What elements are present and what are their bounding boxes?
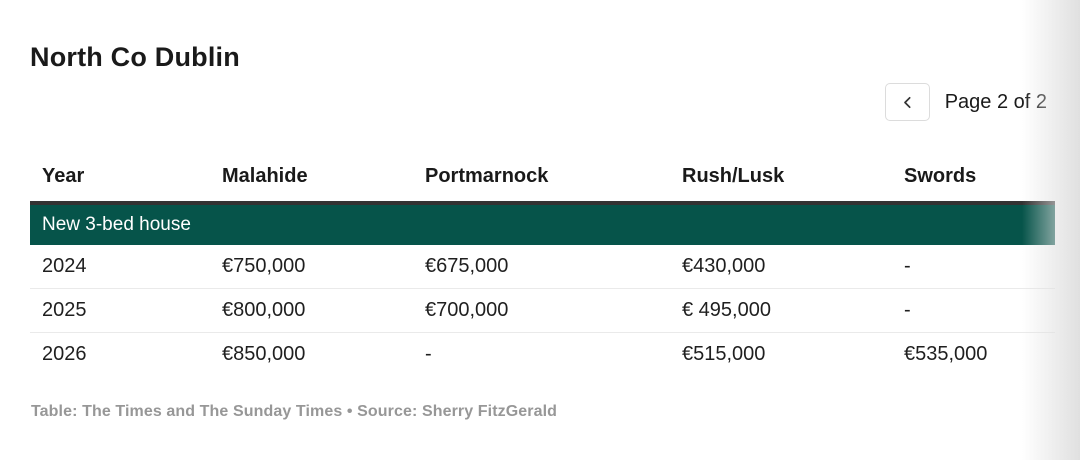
- table-row-2025: 2025 €800,000 €700,000 € 495,000 -: [30, 288, 1055, 333]
- column-header-swords: Swords: [892, 160, 1055, 205]
- cell-malahide: €850,000: [210, 332, 413, 376]
- data-table: Year Malahide Portmarnock Rush/Lusk Swor…: [30, 160, 1055, 376]
- section-header-row: New 3-bed house: [30, 203, 1055, 245]
- section-header-label: New 3-bed house: [30, 203, 1055, 245]
- cell-portmarnock: €700,000: [413, 288, 670, 333]
- previous-page-button[interactable]: [884, 83, 930, 121]
- cell-year: 2025: [30, 288, 210, 333]
- cell-malahide: €800,000: [210, 288, 413, 333]
- page-title: North Co Dublin: [30, 42, 240, 73]
- column-header-year: Year: [30, 160, 210, 205]
- cell-rush-lusk: €515,000: [670, 332, 892, 376]
- cell-swords: €535,000: [892, 332, 1055, 376]
- cell-rush-lusk: € 495,000: [670, 288, 892, 333]
- table-header-row: Year Malahide Portmarnock Rush/Lusk Swor…: [30, 160, 1055, 205]
- cell-rush-lusk: €430,000: [682, 255, 766, 277]
- pagination: Page 2 of 2: [884, 83, 1047, 121]
- column-header-malahide: Malahide: [210, 160, 413, 205]
- cell-year: 2024: [42, 255, 87, 277]
- column-header-rush-lusk: Rush/Lusk: [670, 160, 892, 205]
- page-indicator: Page 2 of 2: [944, 90, 1047, 113]
- cell-portmarnock: -: [413, 332, 670, 376]
- source-attribution: Table: The Times and The Sunday Times • …: [31, 403, 558, 420]
- table-row-2026: 2026 €850,000 - €515,000 €535,000: [30, 332, 1055, 376]
- cell-year: 2026: [30, 332, 210, 376]
- cell-swords: -: [904, 255, 911, 277]
- cell-swords: -: [892, 288, 1055, 333]
- column-header-portmarnock: Portmarnock: [413, 160, 670, 205]
- cell-portmarnock: €675,000: [425, 255, 509, 277]
- table-row-2024: 2024 €750,000 €675,000 €430,000 -: [30, 245, 1055, 289]
- chevron-left-icon: [900, 95, 915, 110]
- cell-malahide: €750,000: [222, 255, 306, 277]
